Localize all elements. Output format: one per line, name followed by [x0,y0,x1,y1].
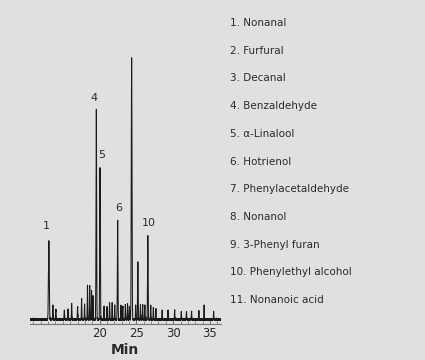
X-axis label: Min: Min [111,343,139,356]
Text: 1. Nonanal: 1. Nonanal [230,18,286,28]
Text: 5. α-Linalool: 5. α-Linalool [230,129,294,139]
Text: 10. Phenylethyl alcohol: 10. Phenylethyl alcohol [230,267,351,278]
Text: 6: 6 [116,203,123,213]
Text: 6. Hotrienol: 6. Hotrienol [230,157,291,167]
Text: 3. Decanal: 3. Decanal [230,73,285,84]
Text: 4. Benzaldehyde: 4. Benzaldehyde [230,101,317,111]
Text: 9. 3-Phenyl furan: 9. 3-Phenyl furan [230,240,319,250]
Text: 7. Phenylacetaldehyde: 7. Phenylacetaldehyde [230,184,348,194]
Text: 10: 10 [142,218,156,228]
Text: 8. Nonanol: 8. Nonanol [230,212,286,222]
Text: 5: 5 [98,150,105,160]
Text: 1: 1 [43,221,50,231]
Text: 4: 4 [91,93,98,103]
Text: 11. Nonanoic acid: 11. Nonanoic acid [230,295,323,305]
Text: 2. Furfural: 2. Furfural [230,46,283,56]
